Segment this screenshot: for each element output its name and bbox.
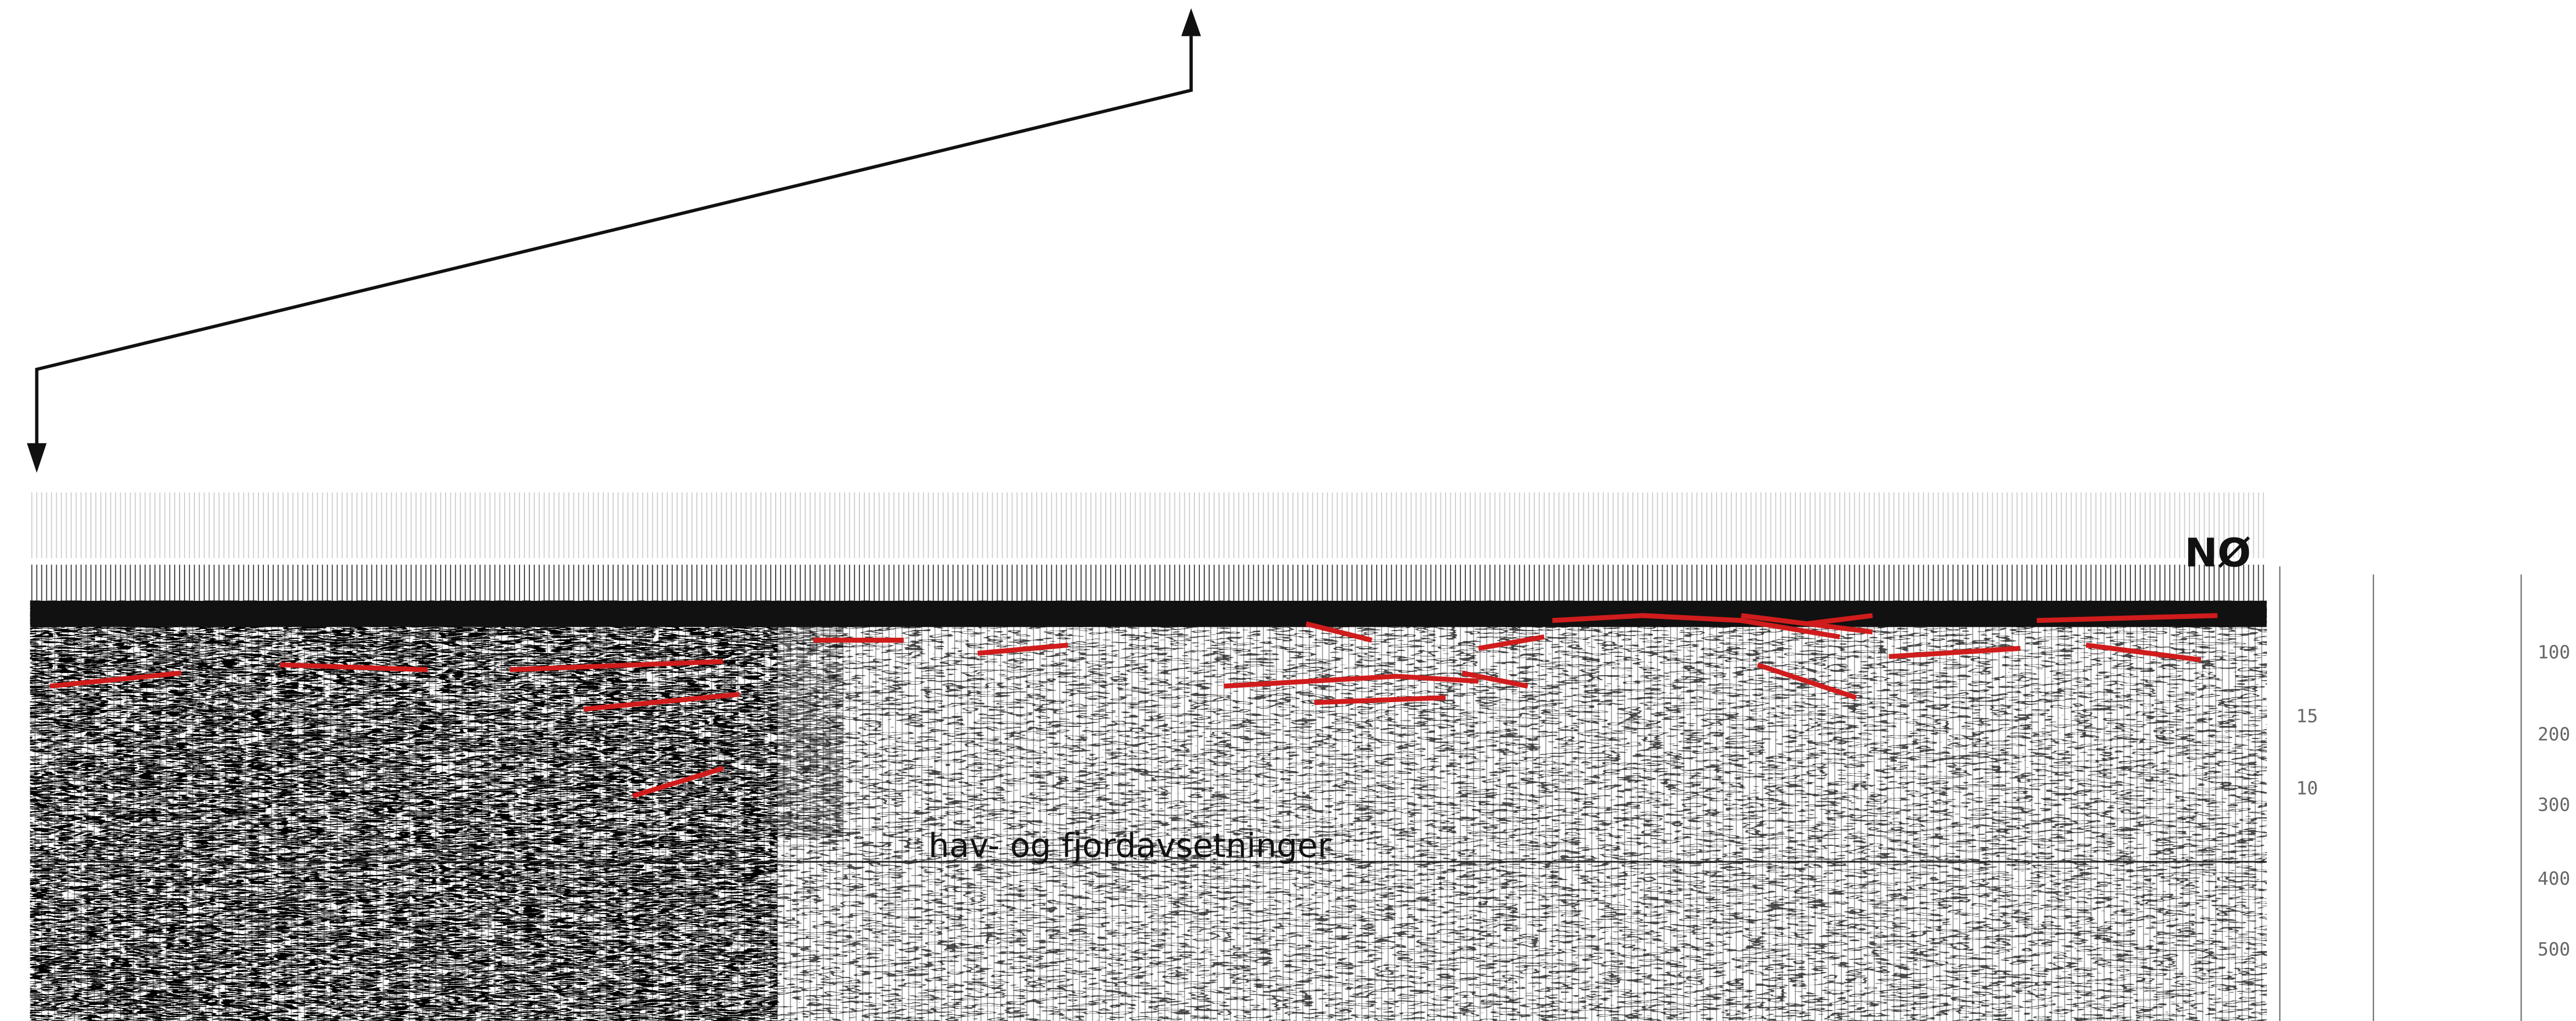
time-label: 200 [2537,724,2570,745]
time-label: 500 [2537,939,2570,960]
axis-labels: 15 10 100 200 300 400 500 [2296,642,2570,960]
depth-label: 10 [2296,778,2318,799]
surface-band [30,601,2267,627]
trace-ticks [30,564,2267,601]
time-label: 100 [2537,642,2570,662]
direction-label: NØ [2184,530,2251,575]
depth-label: 15 [2296,706,2318,727]
time-label: 300 [2537,794,2570,815]
marker-labels [30,492,2267,558]
page: {"profile": {"direction": "NØ", "unit_la… [0,0,2576,1021]
figure: hav- og fjordavsetninger NØ 15 10 100 20… [0,0,2576,1021]
unit-label: hav- og fjordavsetninger [928,827,1332,865]
arrow-head [1181,8,1201,36]
reflections-dense [777,624,843,837]
marker-row [30,492,2267,601]
time-label: 400 [2537,868,2570,889]
arrow-head [27,443,47,473]
radargram [30,601,2267,1021]
arrow-line [37,36,1191,447]
